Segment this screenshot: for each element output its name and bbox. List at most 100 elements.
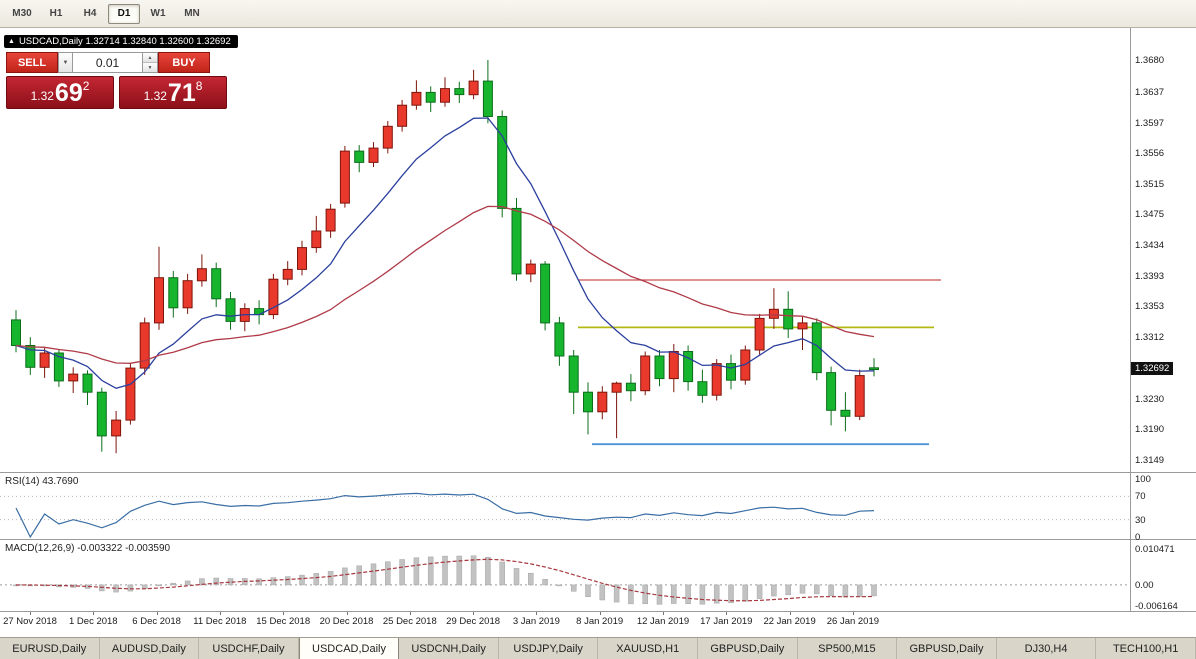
time-axis-tick xyxy=(599,612,601,615)
macd-axis-label: -0.006164 xyxy=(1135,601,1178,612)
macd-indicator-canvas[interactable] xyxy=(0,540,1196,612)
time-axis-tick xyxy=(473,612,475,615)
time-axis-label: 8 Jan 2019 xyxy=(576,616,624,627)
tab-usdchf-daily[interactable]: USDCHF,Daily xyxy=(199,638,299,659)
chart-region[interactable]: ▲ USDCAD,Daily 1.32714 1.32840 1.32600 1… xyxy=(0,28,1196,637)
rsi-indicator-canvas[interactable] xyxy=(0,473,1196,540)
rsi-axis-label: 0 xyxy=(1135,532,1141,543)
price-axis-label: 1.3149 xyxy=(1135,455,1165,466)
time-axis-label: 17 Jan 2019 xyxy=(700,616,753,627)
time-axis-tick xyxy=(726,612,728,615)
time-axis-label: 6 Dec 2018 xyxy=(132,616,181,627)
ask-price-display[interactable]: 1.32 71 8 xyxy=(119,76,227,109)
volume-stepper-up[interactable]: ▲ xyxy=(143,53,157,63)
macd-signal-line xyxy=(15,558,875,602)
rsi-label: RSI(14) 43.7690 xyxy=(5,476,79,487)
candles-layer xyxy=(11,60,879,454)
buy-button[interactable]: BUY xyxy=(158,52,210,73)
price-axis-label: 1.3230 xyxy=(1135,393,1165,405)
time-axis-label: 12 Jan 2019 xyxy=(636,616,690,627)
time-axis-label: 20 Dec 2018 xyxy=(319,616,374,627)
symbol-arrow-icon: ▲ xyxy=(8,38,15,45)
macd-panel-separator[interactable] xyxy=(0,539,1196,540)
main-chart-canvas[interactable] xyxy=(0,28,1196,473)
ohlc-text: USDCAD,Daily 1.32714 1.32840 1.32600 1.3… xyxy=(18,36,231,47)
ma-line-9 xyxy=(15,117,875,389)
ask-price-prefix: 1.32 xyxy=(143,89,167,103)
time-axis-tick xyxy=(852,612,854,615)
bid-price-display[interactable]: 1.32 69 2 xyxy=(6,76,114,109)
tab-eurusd-daily[interactable]: EURUSD,Daily xyxy=(0,638,100,659)
rsi-axis-label: 30 xyxy=(1135,514,1146,526)
bid-price-point: 2 xyxy=(82,79,90,93)
time-axis-tick xyxy=(219,612,221,615)
price-axis-label: 1.3597 xyxy=(1135,117,1165,129)
rsi-axis-label: 70 xyxy=(1135,491,1146,503)
time-axis-tick xyxy=(283,612,285,615)
tab-audusd-daily[interactable]: AUDUSD,Daily xyxy=(100,638,200,659)
price-axis-label: 1.3312 xyxy=(1135,332,1165,344)
timeframe-button-mn[interactable]: MN xyxy=(184,8,200,19)
time-axis-tick xyxy=(663,612,664,615)
tab-sp500-m15[interactable]: SP500,M15 xyxy=(798,638,898,659)
time-axis-label: 29 Dec 2018 xyxy=(446,616,501,627)
volume-dropdown-button[interactable]: ▼ xyxy=(58,52,73,73)
time-axis-tick xyxy=(409,612,411,615)
time-axis-tick xyxy=(346,612,348,615)
price-axis-label: 1.3680 xyxy=(1135,55,1165,66)
rsi-axis-label: 100 xyxy=(1135,474,1151,485)
timeframe-button-d1[interactable]: D1 xyxy=(108,3,140,24)
bid-price-prefix: 1.32 xyxy=(30,89,54,103)
ma-line-30 xyxy=(15,205,875,364)
macd-axis-label: 0.010471 xyxy=(1135,544,1175,555)
macd-label: MACD(12,26,9) -0.003322 -0.003590 xyxy=(5,543,171,554)
time-axis-tick xyxy=(156,612,158,615)
time-axis-label: 11 Dec 2018 xyxy=(193,616,247,627)
tab-tech100-h1[interactable]: TECH100,H1 xyxy=(1096,638,1196,659)
tab-usdjpy-daily[interactable]: USDJPY,Daily xyxy=(499,638,599,659)
price-axis-label: 1.3393 xyxy=(1135,271,1165,283)
bid-price-pips: 69 xyxy=(54,79,83,107)
tab-gbpusd-daily[interactable]: GBPUSD,Daily xyxy=(897,638,997,659)
timeframe-button-w1[interactable]: W1 xyxy=(150,8,166,19)
price-axis-border xyxy=(1130,28,1131,612)
time-axis-label: 25 Dec 2018 xyxy=(382,616,437,627)
sell-button[interactable]: SELL xyxy=(6,52,58,73)
ohlc-info-tag: ▲ USDCAD,Daily 1.32714 1.32840 1.32600 1… xyxy=(4,35,238,48)
price-axis-label: 1.3515 xyxy=(1135,179,1165,191)
macd-histogram xyxy=(13,555,877,605)
time-axis-label: 15 Dec 2018 xyxy=(256,616,311,627)
timeframe-button-m30[interactable]: M30 xyxy=(12,8,32,19)
time-axis-label: 3 Jan 2019 xyxy=(512,616,560,627)
tab-xauusd-h1[interactable]: XAUUSD,H1 xyxy=(598,638,699,659)
timeframe-button-h4[interactable]: H4 xyxy=(83,8,97,19)
ask-price-point: 8 xyxy=(195,79,203,93)
price-axis-label: 1.3475 xyxy=(1135,209,1165,221)
one-click-trading-panel: SELL ▼ ▲ ▼ BUY 1.32 69 2 1.32 71 8 xyxy=(6,52,228,109)
time-axis-tick xyxy=(93,612,95,615)
time-axis-tick xyxy=(789,612,791,615)
volume-stepper-down[interactable]: ▼ xyxy=(143,63,157,72)
price-axis-label: 1.3637 xyxy=(1135,87,1165,99)
price-axis-label: 1.3353 xyxy=(1135,301,1165,313)
timeframe-toolbar: M30 H1 H4 D1 W1 MN xyxy=(0,0,1196,28)
macd-axis-label: 0.00 xyxy=(1135,579,1154,591)
time-axis-tick xyxy=(30,612,31,615)
tab-dj30-h4[interactable]: DJ30,H4 xyxy=(997,638,1097,659)
ask-price-pips: 71 xyxy=(167,79,196,107)
timeframe-button-h1[interactable]: H1 xyxy=(49,8,63,19)
volume-input[interactable] xyxy=(73,52,143,73)
support-resistance-lines xyxy=(578,279,941,446)
tab-gbpusd-daily[interactable]: GBPUSD,Daily xyxy=(698,638,798,659)
price-axis-label: 1.3556 xyxy=(1135,148,1165,160)
price-axis-label: 1.3434 xyxy=(1135,240,1165,252)
chart-tabbar: EURUSD,Daily AUDUSD,Daily USDCHF,Daily USDC… xyxy=(0,637,1196,659)
time-axis-label: 26 Jan 2019 xyxy=(826,616,880,627)
price-axis-label: 1.3190 xyxy=(1135,424,1165,436)
tab-usdcnh-daily[interactable]: USDCNH,Daily xyxy=(399,638,499,659)
time-axis-separator xyxy=(0,611,1196,612)
tab-usdcad-daily[interactable]: USDCAD,Daily xyxy=(298,638,400,659)
rsi-panel-separator[interactable] xyxy=(0,472,1196,473)
time-axis-tick xyxy=(536,612,538,615)
